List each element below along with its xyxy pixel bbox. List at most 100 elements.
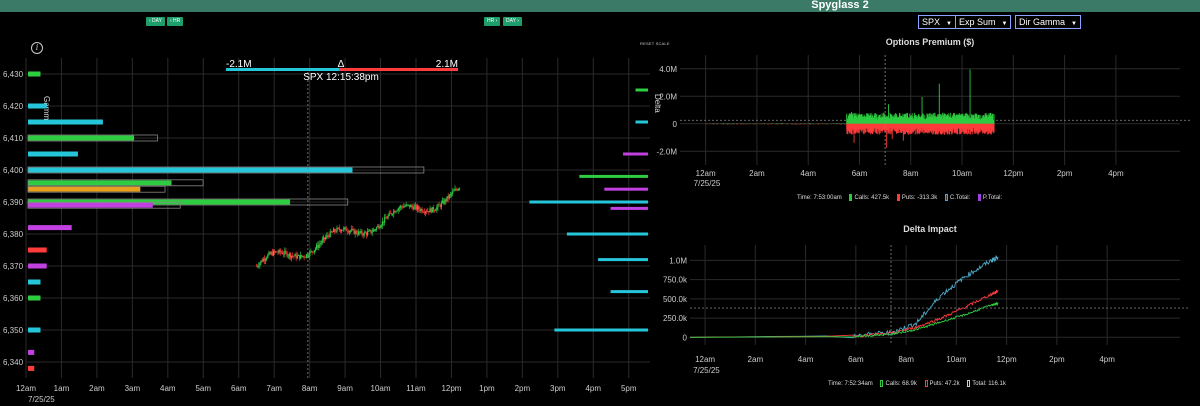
price-candle	[421, 209, 423, 212]
price-candle	[355, 230, 357, 234]
price-candle	[271, 252, 273, 256]
price-candle	[445, 199, 447, 202]
delta-scale-positive	[339, 68, 458, 71]
price-candle	[298, 254, 301, 259]
price-candle	[274, 250, 276, 253]
premium-legend: Time: 7:53:00am Calls: 427.5k Puts: -313…	[797, 194, 1002, 201]
delta-impact-line-total	[689, 255, 999, 339]
reset-scale-button[interactable]: RESET SCALE	[640, 41, 670, 46]
title-bar: Spyglass 2	[0, 0, 1200, 12]
price-candle	[292, 255, 294, 257]
price-candle	[295, 254, 297, 259]
x-tick-label: 4pm	[585, 384, 601, 393]
price-candle	[289, 253, 292, 258]
date-label: 7/25/25	[694, 179, 721, 188]
delta-bar	[529, 200, 648, 204]
delta-bar	[554, 328, 648, 332]
price-candle	[456, 189, 458, 191]
price-candle	[291, 255, 293, 258]
info-icon[interactable]: i	[31, 42, 43, 54]
price-candle	[319, 243, 321, 245]
price-candle	[404, 206, 406, 207]
price-candle	[449, 193, 452, 195]
delta-bar	[579, 174, 648, 178]
price-candle	[334, 229, 336, 232]
delta-impact-line-puts	[689, 289, 999, 338]
prev-hour-button[interactable]: ‹ HR	[167, 17, 184, 26]
price-candle	[296, 255, 298, 259]
y-tick-label: 6,370	[3, 262, 24, 271]
gamma-bar	[28, 119, 103, 125]
price-candle	[401, 206, 403, 207]
price-candle	[397, 208, 399, 211]
delta-scale-max: 2.1M	[436, 59, 458, 70]
price-candle	[258, 265, 260, 267]
price-candle	[276, 251, 278, 253]
x-tick-label: 4pm	[1108, 169, 1124, 178]
gamma-bar	[28, 225, 72, 231]
y-tick-label: 6,430	[3, 70, 24, 79]
y-tick-label: 0	[683, 333, 688, 342]
price-candle	[342, 229, 344, 231]
x-tick-label: 8am	[898, 355, 914, 364]
price-candle	[423, 212, 425, 213]
delta-bar	[635, 88, 648, 92]
price-candle	[381, 221, 383, 226]
x-tick-label: 3am	[125, 384, 141, 393]
legend-total-value: 116.1k	[988, 381, 1006, 388]
gamma-bar-outline	[27, 185, 166, 193]
delta-bar	[610, 206, 648, 210]
price-candle	[418, 206, 420, 210]
price-candle	[435, 210, 437, 212]
price-candle	[378, 225, 380, 229]
price-candle	[320, 242, 322, 244]
price-candle	[420, 209, 422, 211]
app-title: Spyglass 2	[811, 0, 869, 11]
price-candle	[284, 250, 286, 255]
price-candle	[373, 229, 376, 231]
price-candle	[403, 206, 405, 208]
price-candle	[301, 254, 303, 257]
gamma-bar-outline	[27, 201, 181, 209]
price-candle	[335, 231, 337, 233]
gamma-bar	[28, 263, 47, 269]
x-tick-label: 12pm	[997, 355, 1017, 364]
ctotal-swatch	[944, 194, 948, 201]
next-hour-button[interactable]: HR ›	[484, 17, 501, 26]
delta-bar	[598, 258, 648, 262]
metric-dropdown[interactable]: Dir Gamma ▼	[1015, 15, 1081, 29]
y-tick-label: 6,410	[3, 134, 24, 143]
price-candle	[394, 210, 396, 213]
price-candle	[346, 230, 348, 232]
price-candle	[303, 256, 305, 258]
x-tick-label: 4pm	[1099, 355, 1115, 364]
price-candle	[424, 211, 427, 213]
price-candle	[402, 206, 404, 208]
price-candle	[360, 231, 362, 233]
delta-axis-label: Delta	[653, 94, 662, 113]
price-candle	[312, 251, 314, 253]
price-candle	[348, 231, 351, 233]
symbol-value: SPX	[922, 17, 941, 27]
price-candle	[453, 190, 455, 192]
delta-legend: Time: 7:52:34am Calls: 68.9k Puts: 47.2k…	[828, 380, 1006, 387]
price-candle	[302, 256, 304, 258]
symbol-dropdown[interactable]: SPX ▼	[918, 15, 956, 29]
price-candle	[385, 217, 387, 219]
next-day-button[interactable]: DAY ›	[503, 17, 522, 26]
price-candle	[363, 232, 365, 236]
price-candle	[311, 250, 313, 252]
price-candle	[395, 211, 397, 213]
legend-puts-label: Puts:	[929, 381, 944, 388]
prev-day-button[interactable]: ‹ DAY	[146, 17, 165, 26]
delta-impact-line-calls	[689, 301, 999, 338]
y-tick-label: 6,400	[3, 166, 24, 175]
price-candle	[350, 230, 352, 232]
sum-mode-dropdown[interactable]: Exp Sum ▼	[955, 15, 1012, 29]
gamma-bar	[28, 279, 41, 285]
y-tick-label: 4.0M	[659, 65, 677, 74]
price-candle	[300, 254, 302, 259]
gamma-bar	[28, 202, 153, 208]
x-tick-label: 7am	[266, 384, 282, 393]
delta-bar	[623, 152, 648, 156]
